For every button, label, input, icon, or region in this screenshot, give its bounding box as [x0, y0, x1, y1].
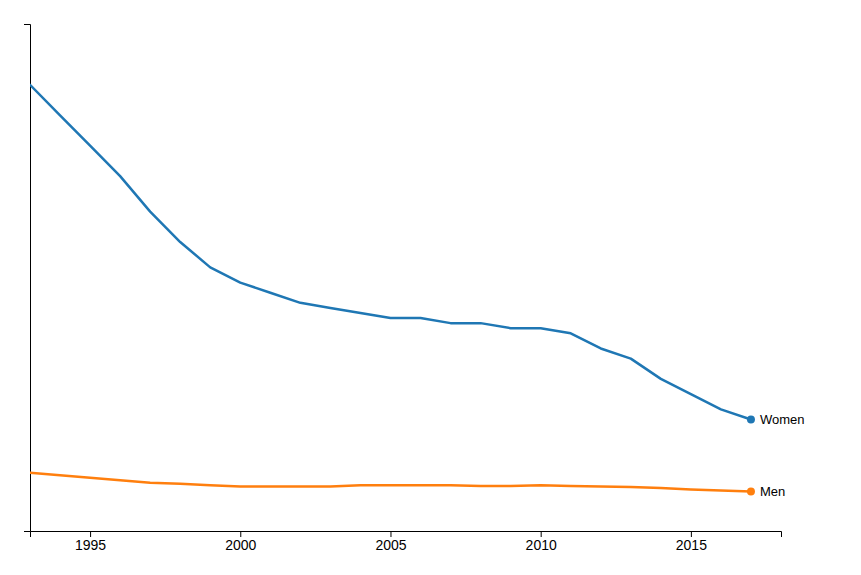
x-tick: 2005: [375, 531, 406, 553]
line-labels: Women Men: [760, 412, 805, 499]
x-tick: 2010: [526, 531, 557, 553]
x-tick-label: 2010: [526, 537, 557, 553]
line-label: Women: [760, 412, 805, 427]
line: [30, 473, 751, 492]
y-axis-line: [24, 25, 31, 532]
x-tick: 2000: [225, 531, 256, 553]
end-point: [747, 487, 755, 495]
x-tick-label: 2000: [225, 537, 256, 553]
x-tick-label: 1995: [75, 537, 106, 553]
x-tick-label: 2015: [676, 537, 707, 553]
x-axis: 1995 2000 2005 2010 2015: [31, 531, 782, 553]
x-tick: 2015: [676, 531, 707, 553]
y-axis: [24, 25, 31, 532]
line: [30, 85, 751, 420]
x-tick: 1995: [75, 531, 106, 553]
chart: 1995 2000 2005 2010 2015 Women Men: [0, 0, 861, 575]
end-point: [747, 415, 755, 423]
series-group: [30, 85, 755, 496]
x-tick-label: 2005: [375, 537, 406, 553]
plot: 1995 2000 2005 2010 2015 Women Men: [24, 25, 805, 553]
line-label: Men: [760, 484, 785, 499]
